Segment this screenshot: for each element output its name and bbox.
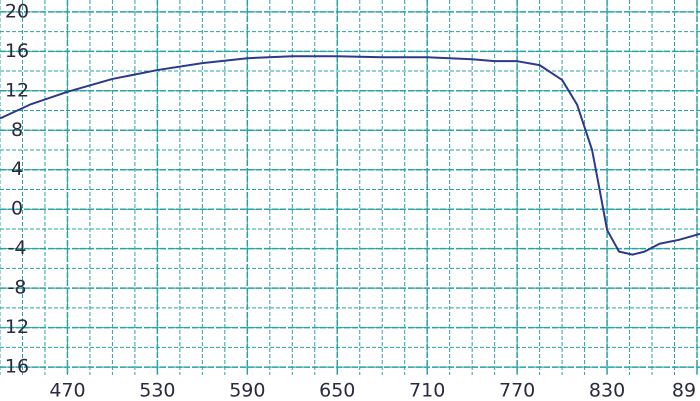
y-tick-label: 12 [5,79,29,101]
y-tick-label: 0 [11,198,23,220]
x-tick-label: 770 [499,380,535,401]
y-tick-label: 4 [11,158,23,180]
y-tick-label: 16 [5,40,29,62]
x-tick-label: 650 [319,380,355,401]
y-tick-label: 16 [5,356,29,378]
y-tick-label: -8 [8,277,27,299]
x-tick-label: 590 [229,380,265,401]
x-tick-label: 89 [672,380,696,401]
x-tick-label: 710 [409,380,445,401]
y-tick-label: 8 [11,119,23,141]
data-line [0,55,700,256]
x-tick-label: 470 [49,380,85,401]
x-tick-label: 530 [139,380,175,401]
y-tick-label: 20 [5,0,29,22]
x-tick-label: 830 [589,380,625,401]
y-tick-label: -4 [8,237,27,259]
y-tick-label: 12 [5,316,29,338]
